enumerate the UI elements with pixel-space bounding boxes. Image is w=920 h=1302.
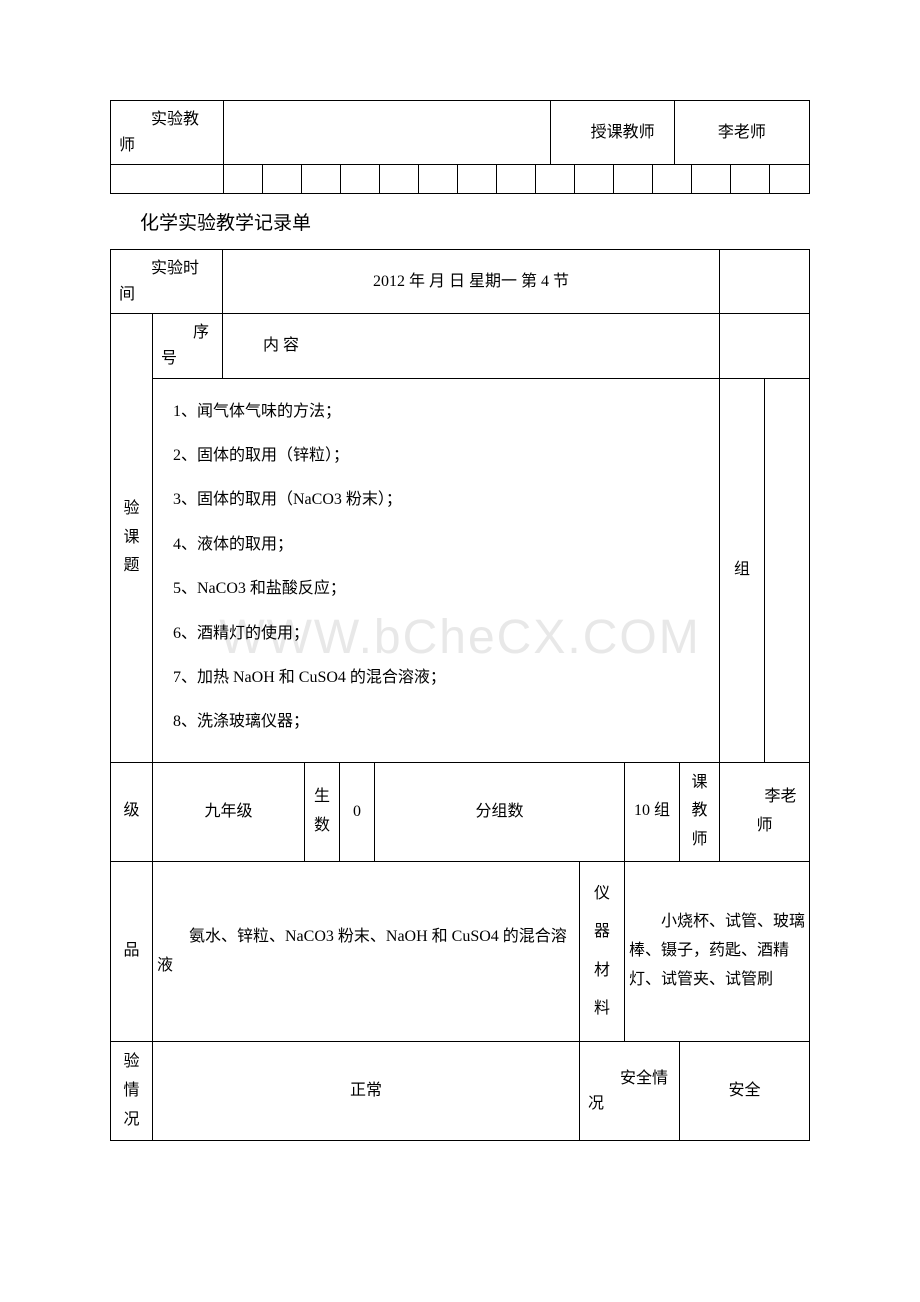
content-item: 7、加热 NaOH 和 CuSO4 的混合溶液； [173,659,699,697]
student-count-value: 0 [339,762,374,861]
topic-label: 验课题 [111,314,153,762]
content-item: 2、固体的取用（锌粒）； [173,437,699,475]
empty-cell [111,165,224,194]
chemicals-value: 氨水、锌粒、NaCO3 粉末、NaOH 和 CuSO4 的混合溶液 [153,862,580,1042]
time-label: 实验时间 [111,250,223,314]
top-info-table: 实验教师 授课教师 李老师 [110,100,810,194]
teacher-label: 课教师 [680,762,720,861]
safety-value: 安全 [680,1042,810,1141]
content-list: 1、闻气体气味的方法； 2、固体的取用（锌粒）； 3、固体的取用（NaCO3 粉… [161,385,711,756]
safety-label: 安全情况 [580,1042,680,1141]
content-label: 内 容 [223,314,720,378]
content-item: 8、洗涤玻璃仪器； [173,703,699,741]
group-count-value: 10 组 [625,762,680,861]
course-teacher-label: 授课教师 [550,101,674,165]
content-list-cell: 1、闻气体气味的方法； 2、固体的取用（锌粒）； 3、固体的取用（NaCO3 粉… [153,378,720,762]
content-extra [720,314,810,378]
page-title: 化学实验教学记录单 [140,208,810,235]
equipment-label: 仪器材料 [580,862,625,1042]
equipment-value: 小烧杯、试管、玻璃棒、镊子，药匙、酒精灯、试管夹、试管刷 [625,862,810,1042]
content-item: 6、酒精灯的使用； [173,615,699,653]
empty-grid-row [223,165,809,194]
lab-teacher-label: 实验教师 [111,101,224,165]
status-label: 验情况 [111,1042,153,1141]
content-item: 5、NaCO3 和盐酸反应； [173,570,699,608]
group-extra [765,378,810,762]
main-record-table: 实验时间 2012 年 月 日 星期一 第 4 节 验课题 序号 内 容 1、闻… [110,249,810,1141]
seq-label: 序号 [153,314,223,378]
grade-value: 九年级 [153,762,305,861]
teacher-value: 李老师 [720,762,810,861]
content-item: 3、固体的取用（NaCO3 粉末）； [173,481,699,519]
time-extra [720,250,810,314]
content-item: 4、液体的取用； [173,526,699,564]
course-teacher-value: 李老师 [674,101,809,165]
group-count-label: 分组数 [374,762,624,861]
content-item: 1、闻气体气味的方法； [173,393,699,431]
grade-label: 级 [111,762,153,861]
time-value: 2012 年 月 日 星期一 第 4 节 [223,250,720,314]
lab-teacher-value [223,101,550,165]
student-count-label: 生数 [304,762,339,861]
group-label: 组 [720,378,765,762]
material-label: 品 [111,862,153,1042]
status-value: 正常 [153,1042,580,1141]
